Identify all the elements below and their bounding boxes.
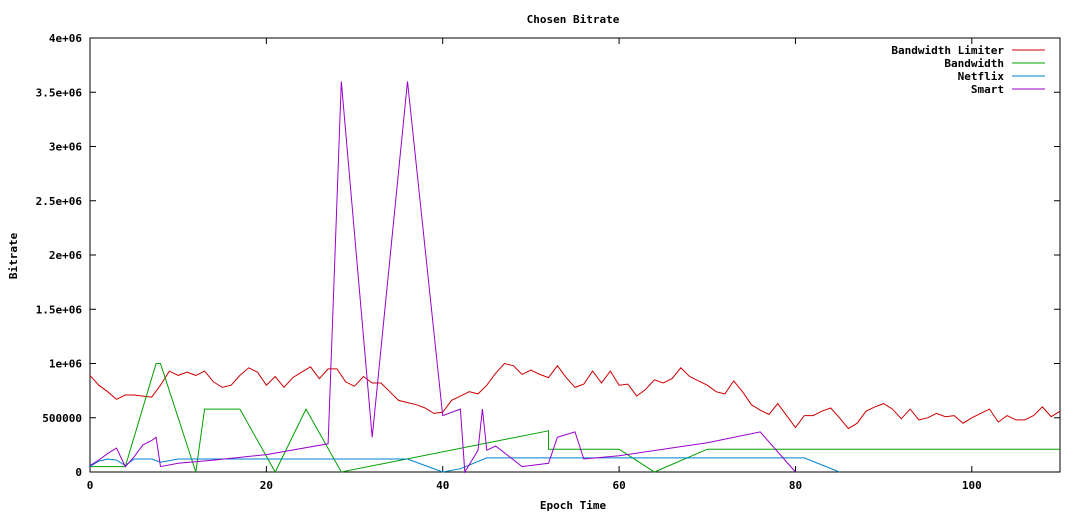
x-axis-label: Epoch Time — [540, 499, 607, 512]
chart-title: Chosen Bitrate — [527, 13, 620, 26]
legend-label-bandwidth-limiter: Bandwidth Limiter — [891, 44, 1004, 57]
y-tick-label: 1.5e+06 — [36, 303, 83, 316]
x-tick-label: 40 — [436, 479, 449, 492]
y-axis-label: Bitrate — [7, 232, 20, 279]
series-line-bandwidth-limiter — [89, 362, 1061, 430]
series-lines — [89, 81, 1061, 474]
legend-label-netflix: Netflix — [958, 70, 1005, 83]
series-line-netflix — [89, 457, 840, 473]
y-tick-label: 4e+06 — [49, 32, 82, 45]
legend-label-bandwidth: Bandwidth — [944, 57, 1004, 70]
x-tick-label: 100 — [962, 479, 982, 492]
y-tick-label: 3.5e+06 — [36, 86, 83, 99]
y-tick-label: 2.5e+06 — [36, 195, 83, 208]
x-tick-label: 60 — [612, 479, 625, 492]
x-tick-label: 80 — [789, 479, 802, 492]
series-line-smart — [89, 81, 796, 474]
y-tick-label: 1e+06 — [49, 358, 82, 371]
y-tick-label: 0 — [75, 466, 82, 479]
axes: 0 500000 1e+06 1.5e+06 2e+06 2.5e+06 3e+06 3.5e… — [36, 32, 1061, 492]
y-tick-label: 2e+06 — [49, 249, 82, 262]
x-tick-label: 0 — [87, 479, 94, 492]
x-tick-label: 20 — [260, 479, 273, 492]
legend-label-smart: Smart — [971, 83, 1004, 96]
y-tick-label: 500000 — [42, 412, 82, 425]
series-line-bandwidth — [90, 363, 1060, 474]
plot-frame — [89, 37, 1061, 473]
y-tick-label: 3e+06 — [49, 141, 82, 154]
